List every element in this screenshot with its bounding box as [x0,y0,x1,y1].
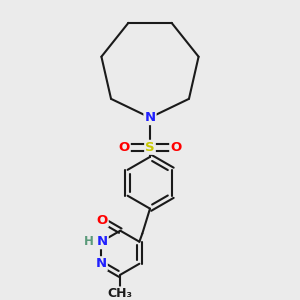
Text: N: N [97,235,108,248]
Text: O: O [170,141,182,154]
Text: N: N [144,111,156,124]
Text: S: S [145,141,155,154]
Text: O: O [97,214,108,226]
Text: H: H [84,235,94,248]
Text: O: O [118,141,130,154]
Text: CH₃: CH₃ [108,287,133,300]
Text: N: N [96,257,107,270]
